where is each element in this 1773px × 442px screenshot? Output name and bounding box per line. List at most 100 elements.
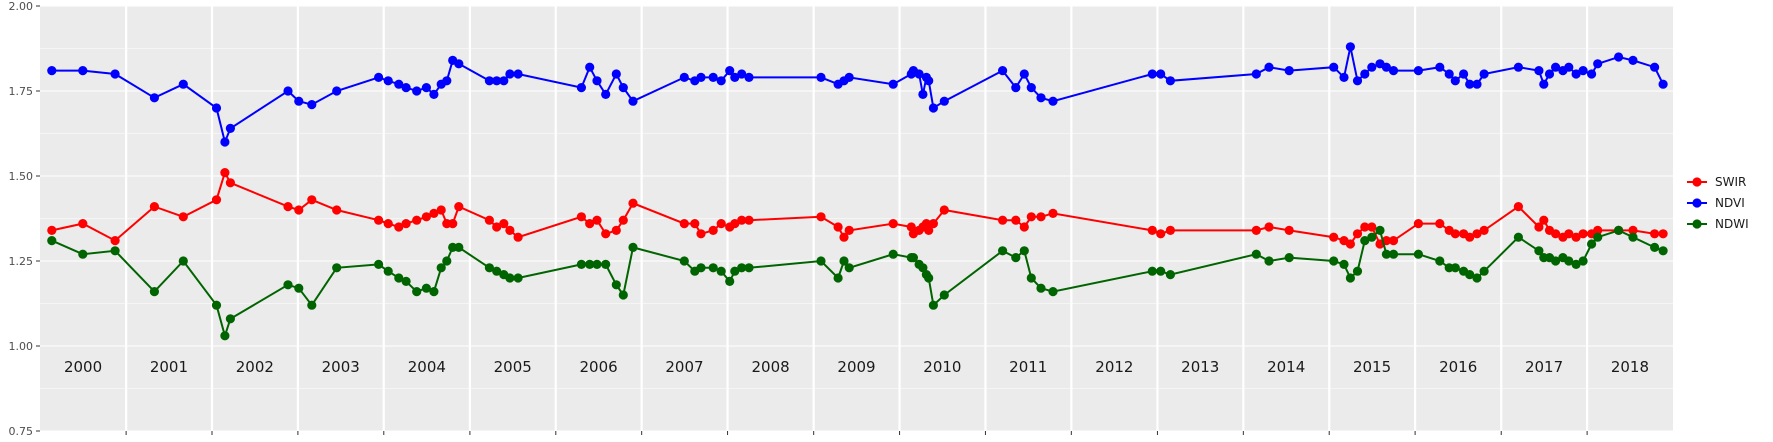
series-layer bbox=[47, 42, 1668, 341]
ndvi-point bbox=[1479, 69, 1489, 79]
y-tick-label: 1.75 bbox=[9, 85, 34, 98]
year-label: 2009 bbox=[837, 358, 875, 376]
grid-lines bbox=[40, 5, 1673, 432]
swir-point bbox=[576, 212, 587, 222]
ndvi-point bbox=[484, 76, 494, 86]
ndwi-point bbox=[1388, 249, 1399, 259]
ndwi-point bbox=[1375, 225, 1385, 235]
ndwi-point bbox=[1614, 225, 1624, 235]
ndvi-point bbox=[1593, 59, 1603, 69]
swir-point bbox=[888, 219, 898, 229]
swir-point bbox=[225, 178, 235, 188]
ndwi-point bbox=[1593, 232, 1603, 242]
ndwi-point bbox=[1339, 259, 1349, 269]
ndwi-point bbox=[332, 263, 342, 273]
year-label: 2013 bbox=[1181, 358, 1219, 376]
ndwi-point bbox=[1011, 253, 1021, 263]
swir-point bbox=[211, 195, 222, 205]
swir-point bbox=[839, 232, 849, 242]
swir-point bbox=[1284, 225, 1294, 235]
year-label: 2005 bbox=[494, 358, 532, 376]
ndwi-point bbox=[833, 273, 843, 283]
ndvi-point bbox=[1544, 69, 1555, 79]
ndwi-point bbox=[1571, 259, 1581, 269]
ndvi-point bbox=[816, 72, 826, 82]
ndwi-point bbox=[576, 259, 587, 269]
ndvi-point bbox=[1564, 62, 1574, 72]
ndwi-point bbox=[1360, 236, 1370, 246]
ndvi-point bbox=[576, 83, 587, 93]
swir-point bbox=[1329, 232, 1339, 242]
ndvi-point bbox=[1156, 69, 1166, 79]
ndvi-point bbox=[1165, 76, 1175, 86]
ndvi-point bbox=[737, 69, 747, 79]
swir-point bbox=[585, 219, 595, 229]
swir-point bbox=[1465, 232, 1475, 242]
ndwi-point bbox=[383, 266, 393, 276]
ndvi-point bbox=[1578, 66, 1588, 76]
ndvi-point bbox=[442, 76, 452, 86]
year-label: 2001 bbox=[150, 358, 188, 376]
ndwi-point bbox=[1036, 283, 1046, 293]
ndvi-point bbox=[1450, 76, 1460, 86]
swir-point bbox=[78, 219, 88, 229]
swir-point bbox=[737, 215, 747, 225]
swir-point bbox=[1539, 215, 1549, 225]
ndvi-point bbox=[1388, 66, 1399, 76]
ndwi-point bbox=[492, 266, 502, 276]
ndvi-point bbox=[1435, 62, 1445, 72]
legend-label: SWIR bbox=[1715, 175, 1746, 189]
year-label: 2012 bbox=[1095, 358, 1133, 376]
ndvi-point bbox=[628, 96, 638, 106]
swir-point bbox=[628, 198, 638, 208]
ndvi-point bbox=[1019, 69, 1029, 79]
year-label: 2004 bbox=[408, 358, 446, 376]
ndwi-point bbox=[454, 242, 464, 252]
swir-point bbox=[220, 168, 230, 178]
ndvi-point bbox=[412, 86, 422, 96]
ndwi-point bbox=[716, 266, 726, 276]
ndwi-point bbox=[1147, 266, 1157, 276]
swir-point bbox=[708, 225, 718, 235]
ndwi-point bbox=[1251, 249, 1261, 259]
swir-point bbox=[744, 215, 754, 225]
ndvi-point bbox=[744, 72, 754, 82]
swir-point bbox=[1147, 225, 1157, 235]
ndwi-point bbox=[928, 300, 939, 310]
ndvi-point bbox=[1539, 79, 1549, 89]
year-label: 2015 bbox=[1353, 358, 1391, 376]
swir-point bbox=[1472, 229, 1482, 239]
ndvi-point bbox=[294, 96, 304, 106]
ndvi-point bbox=[1459, 69, 1469, 79]
swir-point bbox=[484, 215, 494, 225]
swir-point bbox=[1593, 225, 1603, 235]
x-axis: 2000 2001 2002 2003 2004 2005 2006 2007 2008 2009… bbox=[64, 358, 1649, 435]
swir-point bbox=[401, 219, 411, 229]
ndwi-point bbox=[888, 249, 898, 259]
ndvi-point bbox=[1339, 72, 1349, 82]
ndwi-point bbox=[725, 276, 735, 286]
swir-point bbox=[1156, 229, 1166, 239]
ndvi-point bbox=[998, 66, 1008, 76]
year-label: 2000 bbox=[64, 358, 102, 376]
swir-point bbox=[924, 225, 934, 235]
y-axis: 0.75 1.00 1.25 1.50 1.75 2.00 bbox=[9, 0, 40, 438]
ndwi-point bbox=[918, 263, 928, 273]
swir-point bbox=[383, 219, 393, 229]
ndvi-point bbox=[1534, 66, 1544, 76]
ndwi-point bbox=[1019, 246, 1029, 256]
swir-point bbox=[1011, 215, 1021, 225]
ndvi-point bbox=[1381, 62, 1391, 72]
ndwi-point bbox=[924, 273, 934, 283]
series-ndvi bbox=[47, 42, 1668, 147]
ndvi-point bbox=[1026, 83, 1036, 93]
year-label: 2008 bbox=[752, 358, 790, 376]
y-tick-label: 1.25 bbox=[9, 255, 34, 268]
swir-point bbox=[1571, 232, 1581, 242]
ndvi-point bbox=[1628, 55, 1638, 65]
ndwi-point bbox=[1352, 266, 1363, 276]
ndvi-point bbox=[1650, 62, 1660, 72]
legend-item-ndvi: NDVI bbox=[1687, 196, 1745, 210]
ndvi-point bbox=[454, 59, 464, 69]
ndwi-point bbox=[611, 280, 621, 290]
